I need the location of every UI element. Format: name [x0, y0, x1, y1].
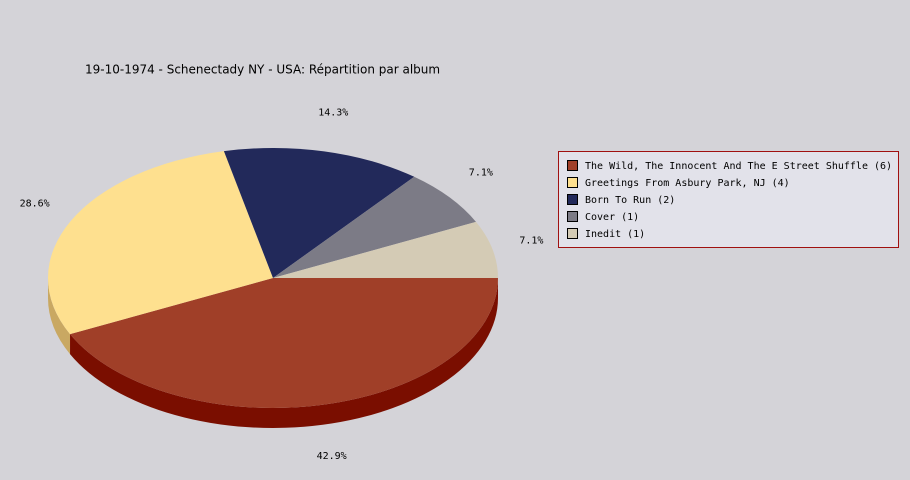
- legend-swatch: [567, 160, 578, 171]
- legend-label: Born To Run (2): [585, 195, 675, 206]
- legend-label: Inedit (1): [585, 229, 645, 240]
- legend-swatch: [567, 211, 578, 222]
- pie-slice: [47, 151, 274, 335]
- pie-slice: [223, 148, 415, 278]
- value-label: 7.1%: [519, 235, 543, 246]
- pie-slice: [273, 221, 498, 278]
- value-label: 14.3%: [318, 107, 348, 118]
- legend-swatch: [567, 194, 578, 205]
- value-label: 42.9%: [317, 451, 347, 462]
- legend-label: Greetings From Asbury Park, NJ (4): [585, 178, 790, 189]
- legend-swatch: [567, 228, 578, 239]
- pie-slice: [70, 278, 498, 409]
- legend-box: [558, 151, 899, 248]
- pie-slice-side: [70, 278, 498, 429]
- legend-swatch: [567, 177, 578, 188]
- pie-slice-side: [48, 278, 71, 355]
- legend-label: The Wild, The Innocent And The E Street …: [585, 161, 892, 172]
- value-label: 7.1%: [469, 168, 493, 179]
- chart-title: 19-10-1974 - Schenectady NY - USA: Répar…: [85, 63, 440, 77]
- pie-slice: [273, 176, 476, 278]
- legend-label: Cover (1): [585, 212, 639, 223]
- value-label: 28.6%: [20, 199, 50, 210]
